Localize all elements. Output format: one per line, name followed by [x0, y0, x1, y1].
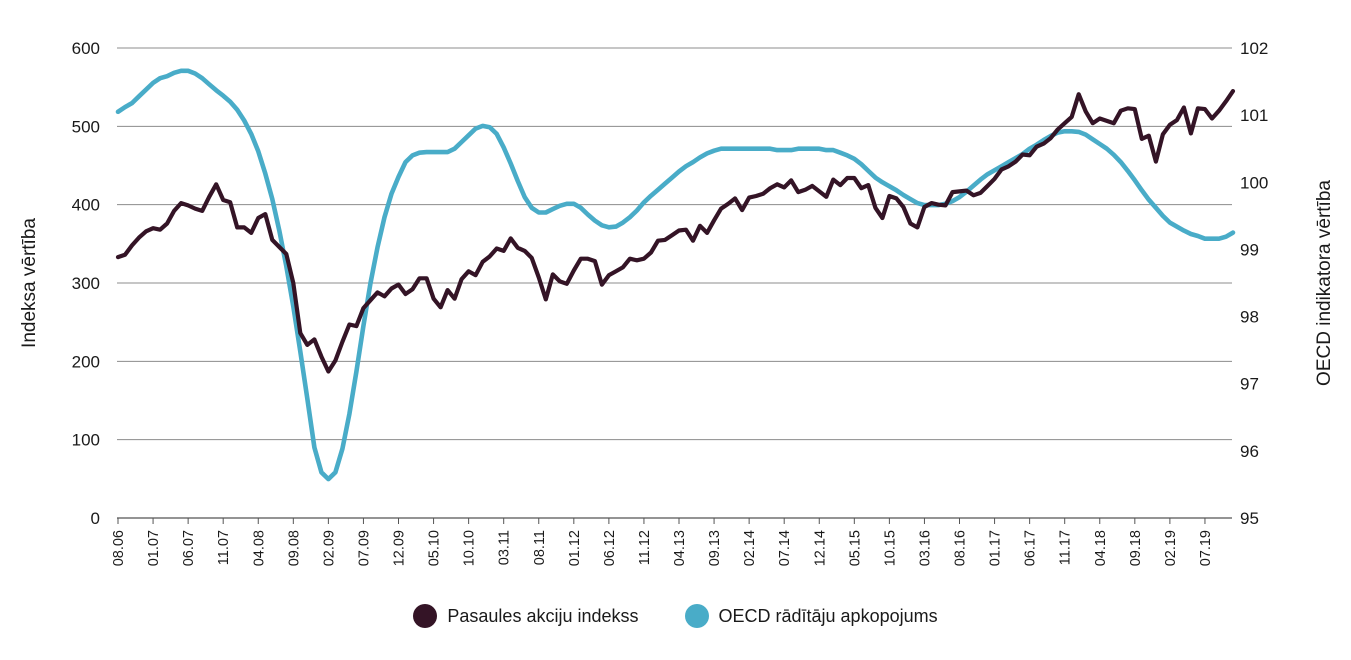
x-tick-label: 11.17: [1058, 530, 1074, 565]
series-line-stock-index: [115, 89, 1236, 374]
left-tick-label: 0: [91, 509, 100, 528]
x-tick-label: 12.14: [812, 530, 828, 566]
x-tick-label: 03.11: [497, 530, 513, 565]
x-tick-label: 07.14: [777, 530, 793, 566]
right-axis-title: OECD indikatora vērtība: [1314, 180, 1335, 386]
x-tick-label: 01.17: [988, 530, 1004, 566]
series-lines: [115, 68, 1236, 482]
x-tick-label: 11.12: [637, 530, 653, 565]
x-tick-label: 02.19: [1163, 530, 1179, 566]
series-line-oecd: [115, 68, 1236, 482]
right-tick-label: 96: [1240, 442, 1259, 461]
left-tick-label: 100: [72, 431, 100, 450]
left-tick-label: 400: [72, 196, 100, 215]
right-tick-label: 98: [1240, 308, 1259, 327]
left-tick-label: 200: [72, 352, 100, 371]
x-tick-label: 11.07: [216, 530, 232, 565]
x-tick-label: 12.09: [392, 530, 408, 566]
left-tick-label: 600: [72, 39, 100, 58]
left-tick-label: 500: [72, 117, 100, 136]
left-tick-label: 300: [72, 274, 100, 293]
x-tick-label: 09.08: [286, 530, 302, 566]
x-tick-label: 10.10: [462, 530, 478, 566]
x-tick-label: 01.07: [146, 530, 162, 566]
legend-label-stock-index: Pasaules akciju indekss: [447, 605, 639, 626]
left-axis-title: Indeksa vērtība: [19, 218, 40, 348]
legend-item-stock-index: Pasaules akciju indekss: [413, 604, 639, 628]
x-tick-label: 02.09: [321, 530, 337, 566]
x-tick-label: 04.08: [251, 530, 267, 566]
right-tick-label: 101: [1240, 106, 1268, 125]
x-axis-ticks: 08.06 01.07 06.07 11.07 04.08 09.08 02.09 07.09…: [111, 518, 1214, 566]
right-tick-label: 99: [1240, 240, 1259, 259]
x-tick-label: 01.12: [567, 530, 583, 566]
legend: Pasaules akciju indekss OECD rādītāju ap…: [0, 604, 1351, 628]
x-tick-label: 04.13: [672, 530, 688, 566]
legend-label-oecd: OECD rādītāju apkopojums: [718, 605, 938, 626]
x-tick-label: 06.07: [181, 530, 197, 566]
x-tick-label: 05.15: [847, 530, 863, 566]
left-axis-ticks: 0 100 200 300 400 500 600: [72, 39, 100, 528]
x-tick-label: 08.16: [953, 530, 969, 566]
x-tick-label: 08.06: [111, 530, 127, 566]
legend-marker-oecd: [684, 604, 709, 628]
gridlines: [117, 47, 1232, 519]
right-axis-ticks: 95 96 97 98 99 100 101 102: [1240, 39, 1268, 528]
x-tick-label: 06.12: [602, 530, 618, 566]
x-tick-label: 03.16: [917, 530, 933, 566]
legend-item-oecd: OECD rādītāju apkopojums: [684, 604, 938, 628]
x-tick-label: 04.18: [1093, 530, 1109, 566]
x-tick-label: 09.13: [707, 530, 723, 566]
x-tick-label: 05.10: [427, 530, 443, 566]
right-tick-label: 102: [1240, 39, 1268, 58]
right-tick-label: 95: [1240, 509, 1259, 528]
x-tick-label: 07.09: [356, 530, 372, 566]
x-tick-label: 02.14: [742, 530, 758, 566]
right-tick-label: 100: [1240, 173, 1268, 192]
x-tick-label: 06.17: [1023, 530, 1039, 566]
legend-marker-stock-index: [413, 604, 438, 628]
x-tick-label: 10.15: [882, 530, 898, 566]
right-tick-label: 97: [1240, 375, 1259, 394]
x-tick-label: 07.19: [1198, 530, 1214, 566]
x-tick-label: 09.18: [1128, 530, 1144, 566]
x-tick-label: 08.11: [532, 530, 548, 565]
